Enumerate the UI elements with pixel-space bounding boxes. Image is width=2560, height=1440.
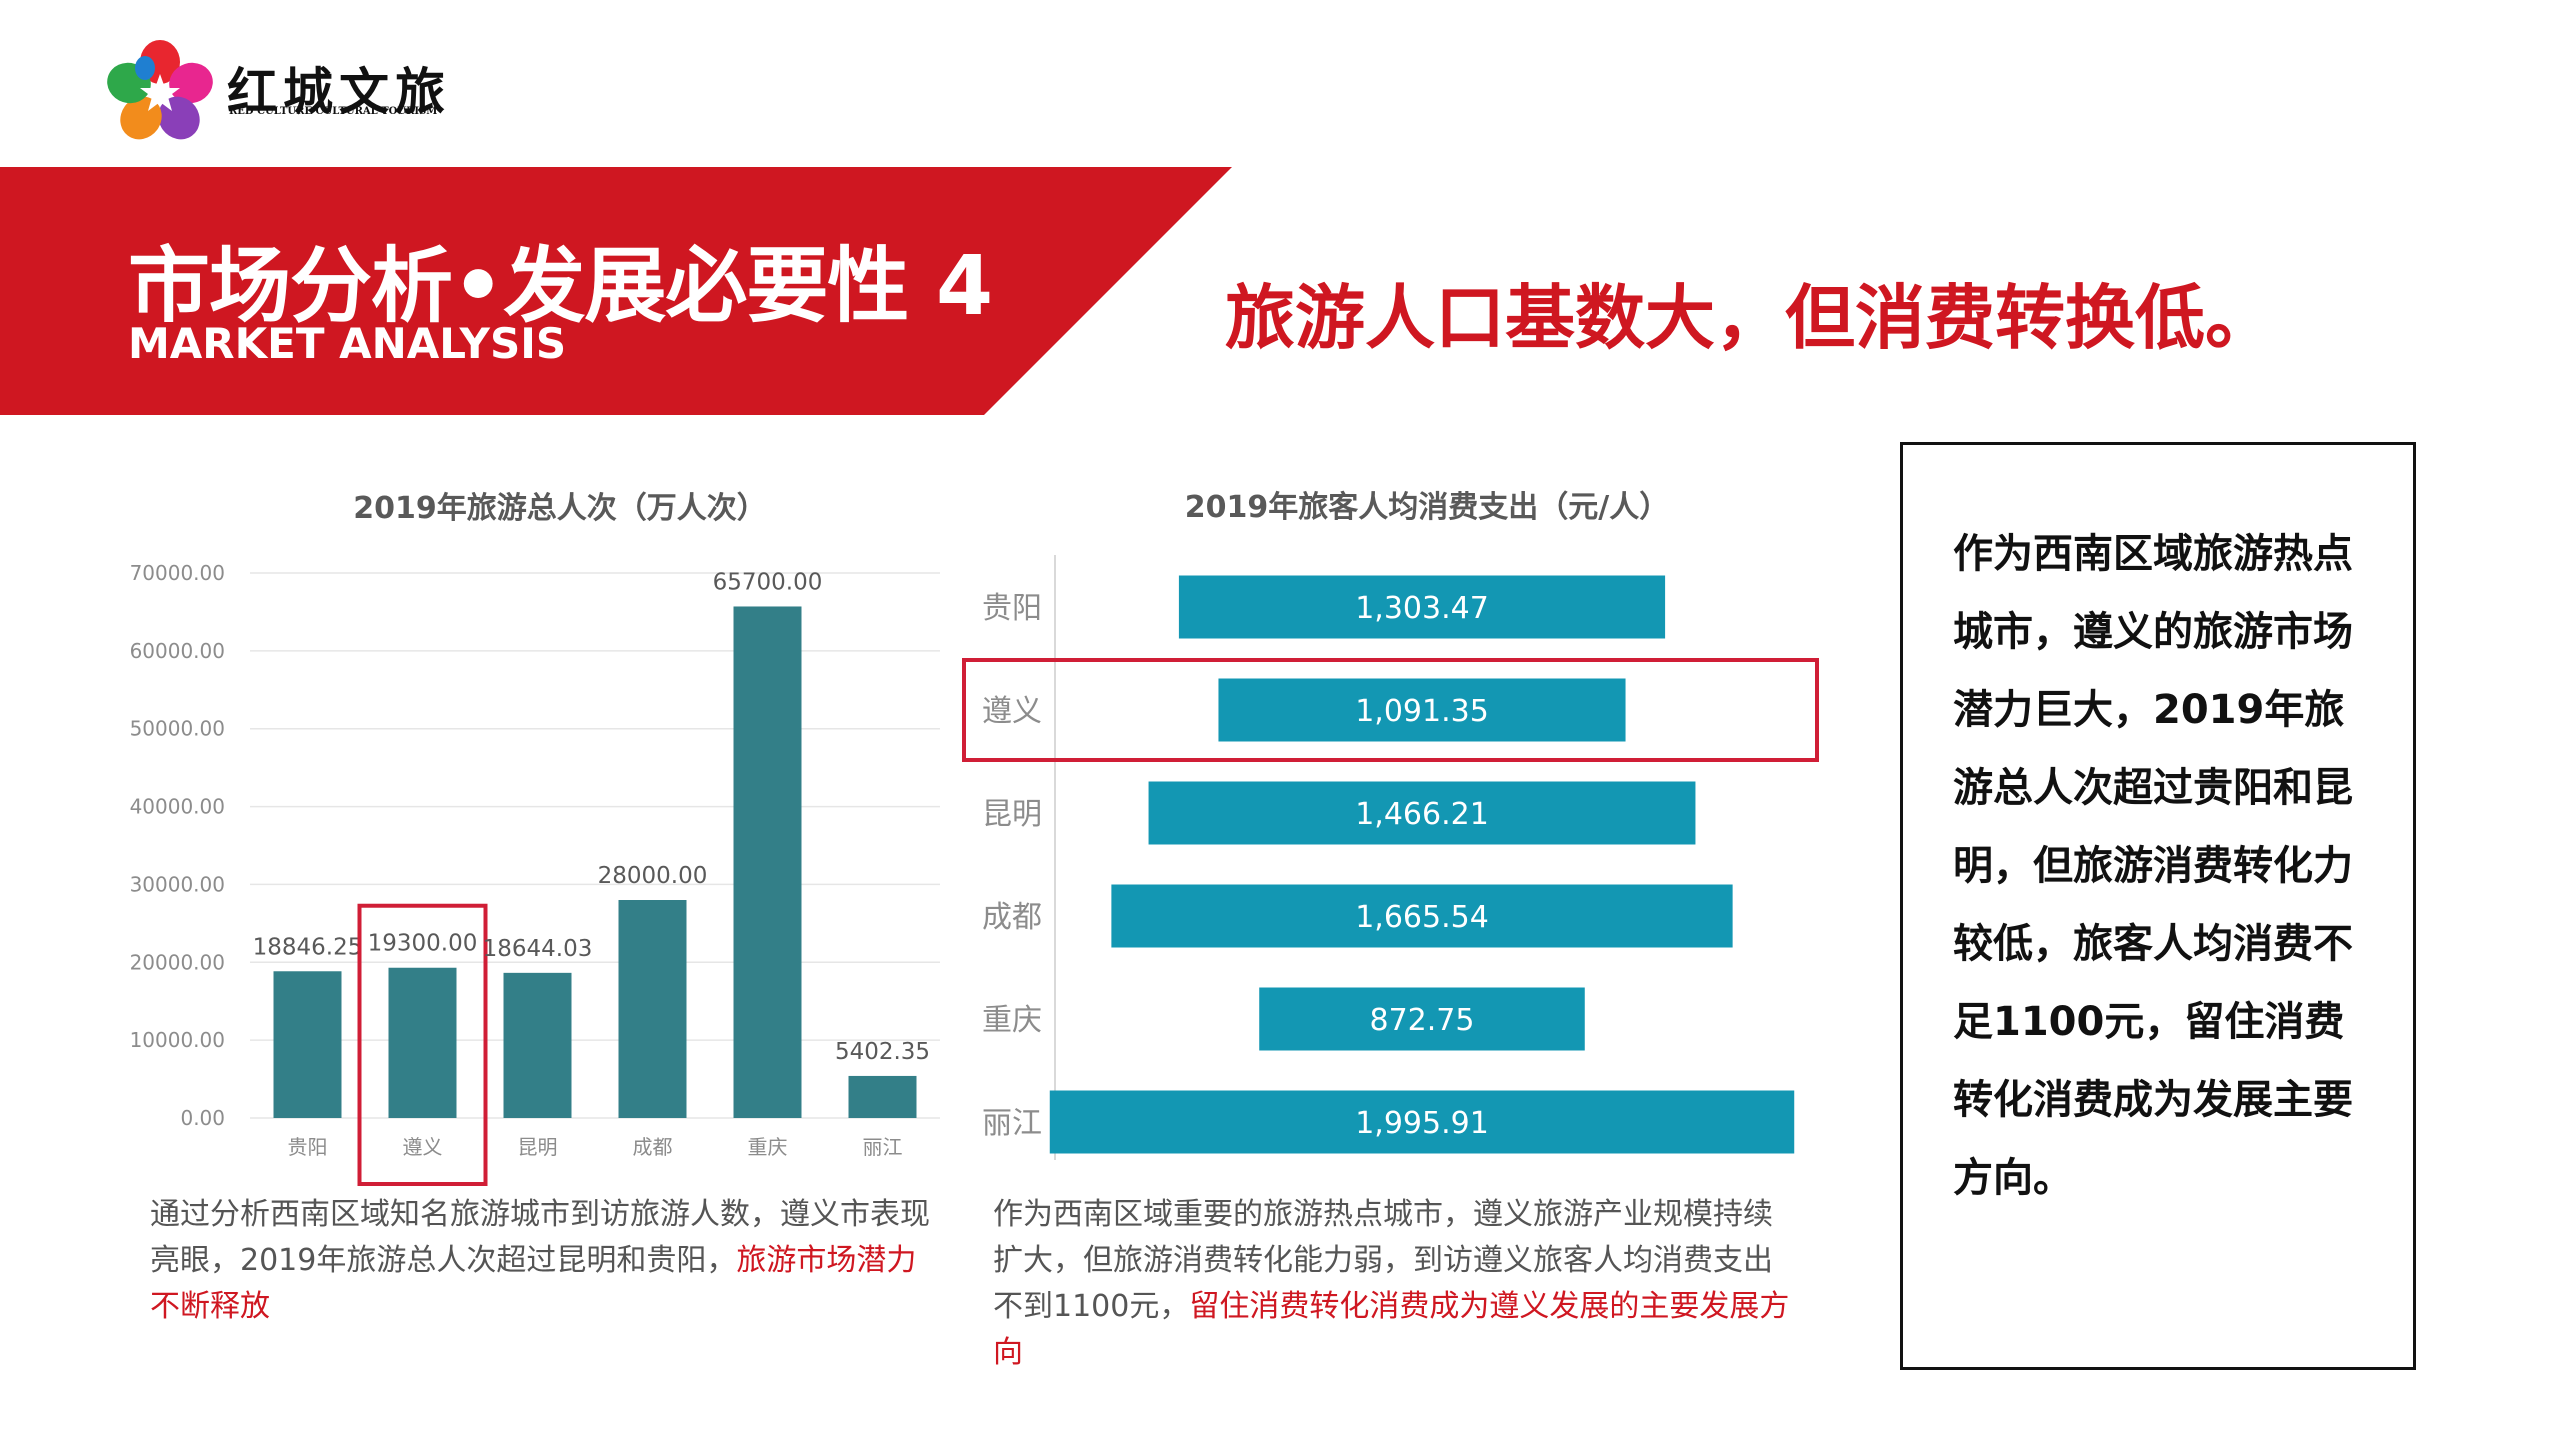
section-banner: 市场分析•发展必要性 4 MARKET ANALYSIS [0, 167, 1232, 415]
summary-text: 作为西南区域旅游热点城市，遵义的旅游市场潜力巨大，2019年旅游总人次超过贵阳和… [1953, 531, 2353, 1201]
data-label: 28000.00 [598, 863, 708, 889]
bar [1111, 884, 1733, 948]
chart-title: 2019年旅客人均消费支出（元/人） [1185, 490, 1669, 525]
bar [733, 606, 802, 1118]
bar [1218, 678, 1626, 742]
spending-caption-highlight: 留住消费转化消费成为遵义发展的主要发展方向 [993, 1289, 1790, 1370]
highlight-box [962, 658, 1819, 762]
y-tick-label: 20000.00 [130, 950, 225, 974]
spending-per-visitor-chart: 2019年旅客人均消费支出（元/人） 1,303.47 贵阳 1,091.35 遵义 1,… [962, 490, 1819, 1160]
headline: 旅游人口基数大，但消费转换低。 [1225, 277, 2275, 359]
category-label: 贵阳 [982, 591, 1042, 626]
x-tick-label: 昆明 [518, 1135, 558, 1159]
section-title: 市场分析•发展必要性 4 [128, 239, 993, 334]
spending-caption-text: 作为西南区域重要的旅游热点城市，遵义旅游产业规模持续扩大，但旅游消费转化能力弱，… [993, 1197, 1773, 1324]
tourist-visits-chart: 2019年旅游总人次（万人次） 0.00 10000.00 20000.00 30000… [130, 491, 940, 1186]
chart-title: 2019年旅游总人次（万人次） [353, 491, 767, 526]
category-label: 丽江 [982, 1106, 1042, 1141]
bar [618, 900, 687, 1118]
x-tick-label: 贵阳 [288, 1135, 328, 1159]
y-tick-label: 30000.00 [130, 872, 225, 896]
banner-background [0, 167, 1232, 415]
brand-subtitle: RED CULTURE CULTURAL TOURISM [229, 106, 438, 117]
x-tick-label: 遵义 [403, 1135, 443, 1159]
y-tick-label: 40000.00 [130, 795, 225, 819]
data-label: 872.75 [1370, 1003, 1475, 1038]
x-tick-label: 丽江 [863, 1135, 903, 1159]
brand-logo: 红城文旅 RED CULTURE CULTURAL TOURISM [105, 38, 445, 140]
y-tick-label: 10000.00 [130, 1028, 225, 1052]
data-label: 1,995.91 [1355, 1106, 1489, 1141]
section-subtitle: MARKET ANALYSIS [128, 319, 567, 368]
y-tick-label: 60000.00 [130, 639, 225, 663]
bar [1049, 1090, 1795, 1154]
bar [1148, 781, 1696, 845]
highlight-box [357, 903, 488, 1186]
data-label: 18644.03 [483, 936, 593, 962]
flower-logo-icon [107, 40, 213, 140]
data-label: 19300.00 [368, 931, 478, 957]
visits-caption: 通过分析西南区域知名旅游城市到访旅游人数，遵义市表现亮眼，2019年旅游总人次超… [150, 1192, 930, 1330]
visits-caption-text: 通过分析西南区域知名旅游城市到访旅游人数，遵义市表现亮眼，2019年旅游总人次超… [150, 1197, 930, 1278]
bar [1178, 575, 1666, 639]
summary-box: 作为西南区域旅游热点城市，遵义的旅游市场潜力巨大，2019年旅游总人次超过贵阳和… [1900, 442, 2416, 1370]
y-tick-label: 70000.00 [130, 561, 225, 585]
x-tick-label: 成都 [633, 1135, 673, 1159]
spending-caption: 作为西南区域重要的旅游热点城市，遵义旅游产业规模持续扩大，但旅游消费转化能力弱，… [993, 1192, 1793, 1376]
data-label: 1,303.47 [1355, 591, 1489, 626]
bar [388, 967, 457, 1118]
bar [273, 971, 342, 1118]
data-label: 65700.00 [713, 569, 823, 595]
data-label: 18846.25 [253, 934, 363, 960]
category-label: 成都 [982, 900, 1042, 935]
data-label: 1,466.21 [1355, 797, 1489, 832]
category-label: 遵义 [982, 694, 1042, 729]
y-tick-label: 0.00 [180, 1106, 225, 1130]
x-tick-label: 重庆 [748, 1135, 788, 1159]
brand-name: 红城文旅 [227, 62, 451, 121]
y-tick-label: 50000.00 [130, 717, 225, 741]
category-label: 昆明 [982, 797, 1042, 832]
data-label: 1,665.54 [1355, 900, 1489, 935]
bar [848, 1075, 917, 1118]
data-label: 1,091.35 [1355, 694, 1489, 729]
data-label: 5402.35 [835, 1039, 930, 1065]
category-label: 重庆 [982, 1003, 1042, 1038]
bar [503, 972, 572, 1118]
visits-caption-highlight: 旅游市场潜力不断释放 [150, 1243, 917, 1324]
bar [1259, 987, 1585, 1051]
